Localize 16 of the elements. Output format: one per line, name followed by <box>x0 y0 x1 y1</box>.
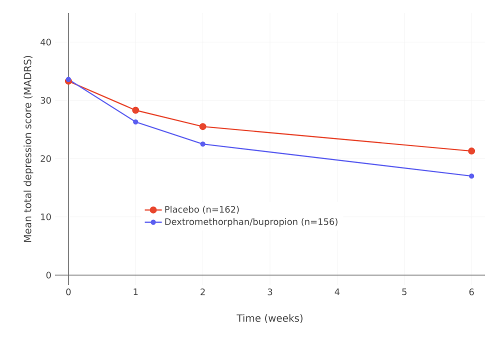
y-tick-label: 30 <box>40 96 51 104</box>
legend-label: Placebo (n=162) <box>165 206 239 214</box>
y-tick-label: 0 <box>46 272 51 278</box>
x-tick-label: 3 <box>268 288 272 296</box>
y-tick-label: 20 <box>40 155 51 162</box>
y-tick-label: 40 <box>40 38 51 46</box>
x-tick-label: 6 <box>469 288 474 296</box>
x-axis-title: Time (weeks) <box>236 314 302 324</box>
x-tick-label: 2 <box>200 288 205 296</box>
x-tick-label: 1 <box>134 288 138 296</box>
y-axis-title: Mean total depression score (MADRS) <box>24 56 34 242</box>
y-tick-label: 10 <box>41 213 51 220</box>
legend-label: Dextromethorphan/bupropion (n=156) <box>165 218 338 227</box>
x-tick-label: 5 <box>402 288 406 296</box>
x-tick-label: 0 <box>66 288 71 296</box>
x-tick-label: 4 <box>334 288 340 296</box>
